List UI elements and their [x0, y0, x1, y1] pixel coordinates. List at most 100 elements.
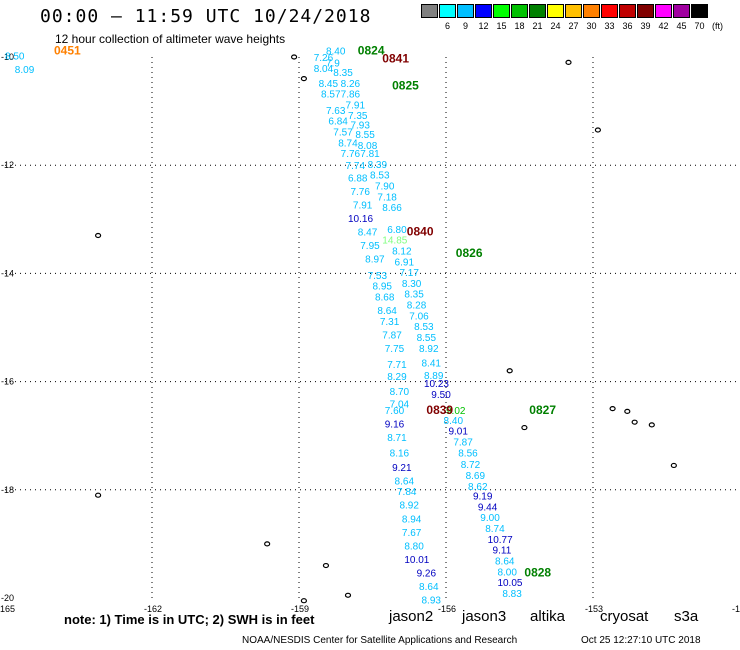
- wave-height-value: 7.06: [409, 311, 429, 322]
- wave-height-value: 9.44: [478, 502, 498, 513]
- island-outline: [670, 462, 677, 469]
- wave-height-value: 9.00: [480, 513, 500, 524]
- lon-tick-label: -162: [144, 604, 162, 614]
- wave-height-value: 7.75: [385, 344, 405, 355]
- legend-swatch-label: 33: [604, 21, 615, 31]
- wave-height-value: 7.53: [368, 271, 388, 282]
- legend-jason2: jason2: [389, 608, 434, 625]
- wave-height-value: 10.01: [404, 555, 429, 566]
- map-grid: [5, 57, 740, 598]
- legend-swatch-label: 36: [622, 21, 633, 31]
- legend-swatch: [673, 4, 690, 18]
- legend-swatch-label: 6: [444, 21, 450, 31]
- wave-height-value: 8.74: [338, 138, 358, 149]
- track-time-label: 0841: [382, 51, 409, 65]
- track-time-label: 0827: [529, 403, 556, 417]
- wave-height-value: 8.56: [458, 448, 478, 459]
- island-outline: [648, 422, 655, 428]
- legend-swatch-label: 70: [694, 21, 705, 31]
- wave-height-value: 8.55: [355, 130, 375, 141]
- wave-height-value: 9.02: [446, 406, 466, 417]
- wave-height-value: 8.64: [495, 556, 515, 567]
- legend-swatch-label: 30: [586, 21, 597, 31]
- legend-swatch-label: 24: [550, 21, 561, 31]
- wave-height-value: 9.01: [448, 427, 468, 438]
- wave-height-value: 8.08: [358, 141, 378, 152]
- wave-height-value: 8.72: [461, 460, 481, 471]
- wave-height-value: 10.23: [424, 379, 449, 390]
- wave-height-value: 8.04: [314, 64, 334, 75]
- wave-height-value: 8.45: [319, 79, 339, 90]
- map-title: 00:00 – 11:59 UTC 10/24/2018: [40, 6, 372, 27]
- wave-height-value: 8.41: [422, 358, 442, 369]
- wave-height-value: 8.68: [375, 292, 395, 303]
- wave-height-value: 7.87: [453, 437, 473, 448]
- legend-swatch: [691, 4, 708, 18]
- wave-height-value: 10.16: [348, 214, 373, 225]
- wave-height-value: 14.85: [382, 236, 407, 247]
- legend-swatch: [601, 4, 618, 18]
- wave-height-value: 6.84: [328, 117, 348, 128]
- wave-height-value: 7.57: [333, 127, 353, 138]
- lat-tick-label: -14: [1, 268, 14, 278]
- wave-height-value: 7.9: [326, 59, 340, 70]
- wave-height-value: 8.47: [358, 228, 378, 239]
- wave-height-value: 8.55: [417, 333, 437, 344]
- wave-height-value: 8.57: [321, 90, 341, 101]
- island-outline: [624, 408, 631, 414]
- legend-swatch: [439, 4, 456, 18]
- legend-swatch-label: 15: [496, 21, 507, 31]
- legend-swatch-label: 42: [658, 21, 669, 31]
- track-time-label: 0826: [456, 246, 483, 260]
- wave-height-value: 7.86: [341, 90, 361, 101]
- lat-tick-label: -18: [1, 485, 14, 495]
- wave-height-value: 8.92: [419, 344, 439, 355]
- wave-height-value: 10.77: [488, 535, 513, 546]
- legend-swatch: [493, 4, 510, 18]
- wave-height-value: 8.50: [5, 52, 25, 63]
- wave-height-value: 8.64: [395, 476, 415, 487]
- wave-height-value: 8.89: [424, 371, 444, 382]
- wave-height-value: 10.05: [497, 578, 522, 589]
- island-outline: [300, 598, 307, 604]
- wave-height-value: 7.26: [314, 53, 334, 64]
- wave-height-value: 8.66: [382, 203, 402, 214]
- track-time-label: 0828: [524, 565, 551, 579]
- island-outline: [300, 76, 307, 82]
- lon-tick-label: -150: [732, 604, 740, 614]
- wave-height-value: 7.93: [350, 120, 370, 131]
- wave-height-value: 6.91: [395, 257, 415, 268]
- wave-height-value: 7.35: [348, 111, 368, 122]
- legend-swatch: [565, 4, 582, 18]
- credit-line: NOAA/NESDIS Center for Satellite Applica…: [242, 635, 518, 646]
- wave-height-value: 8.35: [333, 68, 353, 79]
- legend-swatch-label: 39: [640, 21, 651, 31]
- legend-swatch-label: 9: [462, 21, 468, 31]
- wave-height-value: 7.71: [387, 360, 407, 371]
- island-outline: [631, 419, 638, 425]
- generated-timestamp: Oct 25 12:27:10 UTC 2018: [581, 635, 701, 646]
- wave-height-value: 8.62: [468, 482, 488, 493]
- island-outline: [322, 562, 330, 569]
- wave-height-value: 7.91: [353, 200, 373, 211]
- wave-height-value: 6.88: [348, 173, 368, 184]
- island-outline: [521, 424, 528, 431]
- wave-height-value: 7.76: [350, 187, 370, 198]
- wave-height-value: 8.94: [402, 514, 422, 525]
- legend-swatch: [475, 4, 492, 18]
- island-outline: [291, 54, 298, 60]
- wave-height-value: 9.16: [385, 420, 405, 431]
- legend-swatch: [637, 4, 654, 18]
- legend-jason3: jason3: [462, 608, 507, 625]
- lon-tick-label: -156: [438, 604, 456, 614]
- wave-height-value: 8.64: [377, 306, 397, 317]
- wave-height-value: 7.81: [360, 149, 380, 160]
- wave-height-value: 9.21: [392, 463, 412, 474]
- wave-height-value: 8.28: [407, 301, 427, 312]
- wave-height-value: 8.12: [392, 246, 412, 257]
- wave-height-value: 8.30: [402, 279, 422, 290]
- legend-cryosat: cryosat: [600, 608, 649, 625]
- legend-swatch: [457, 4, 474, 18]
